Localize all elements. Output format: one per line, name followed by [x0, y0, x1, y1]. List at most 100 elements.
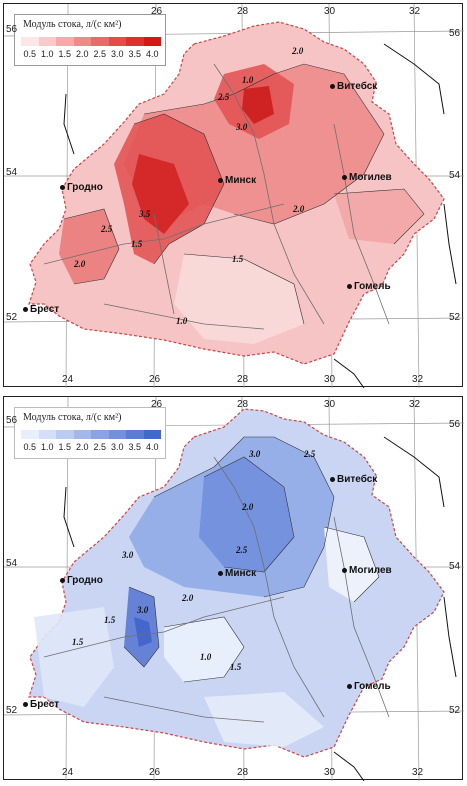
- legend-swatch: [38, 430, 56, 439]
- lat-label-right: 52: [449, 705, 461, 716]
- lon-label-top: 32: [409, 6, 421, 17]
- isoline-label: 1.5: [104, 615, 116, 625]
- isoline-label: 2.0: [242, 502, 254, 512]
- legend-colorbar: [21, 37, 161, 46]
- legend-swatch: [108, 430, 126, 439]
- lat-label-left: 52: [6, 312, 18, 323]
- runoff-zones: [34, 437, 379, 747]
- lat-label-right: 52: [449, 312, 461, 323]
- legend-title: Модуль стока, л/(с км²): [23, 412, 122, 423]
- lat-label-left: 54: [6, 558, 18, 569]
- lon-label-bottom: 24: [62, 374, 74, 385]
- legend-tick: 1.0: [40, 442, 54, 452]
- isolines: [123, 436, 380, 683]
- legend-swatch: [56, 37, 74, 46]
- runoff-map-red: [4, 4, 464, 388]
- legend-swatch: [108, 37, 126, 46]
- legend-swatch: [38, 37, 56, 46]
- lon-label-bottom: 26: [149, 767, 161, 778]
- lat-label-right: 54: [449, 170, 461, 181]
- legend-swatch: [91, 37, 109, 46]
- legend-tick: 0.5: [23, 442, 36, 452]
- legend-tick: 0.5: [23, 49, 36, 59]
- outer-boundaries: [63, 43, 457, 388]
- isoline-label: 2.0: [182, 593, 194, 603]
- outer-boundaries: [63, 436, 457, 781]
- city-gomel: Гомель: [347, 681, 391, 692]
- rivers: [43, 456, 390, 723]
- isoline-label: 2.0: [293, 204, 305, 214]
- lat-label-right: 56: [449, 419, 461, 430]
- legend-tick: 1.5: [58, 442, 71, 452]
- lon-label-bottom: 30: [324, 767, 336, 778]
- isoline-label: 3.0: [122, 550, 134, 560]
- lon-label-top: 30: [324, 6, 336, 17]
- legend-title: Модуль стока, л/(с км²): [23, 19, 122, 30]
- legend-swatch: [56, 430, 74, 439]
- isoline-label: 2.5: [236, 545, 248, 555]
- isoline-label: 1.5: [232, 254, 244, 264]
- rivers: [43, 63, 390, 330]
- legend-colorbar: [21, 430, 161, 439]
- lat-label-right: 56: [449, 28, 461, 39]
- legend-tick: 3.5: [128, 49, 141, 59]
- lon-label-bottom: 30: [324, 374, 336, 385]
- legend-swatch: [143, 37, 161, 46]
- isoline-label: 3.0: [249, 449, 261, 459]
- lon-label-top: 26: [151, 399, 163, 410]
- legend: Модуль стока, л/(с км²) 0.5 1.0 1.5 2.0 …: [14, 14, 166, 66]
- legend-tick: 3.5: [128, 442, 141, 452]
- legend-tick: 2.0: [75, 442, 89, 452]
- isoline-label: 1.5: [131, 239, 143, 249]
- city-brest: Брест: [23, 699, 59, 710]
- lat-label-left: 56: [6, 24, 18, 35]
- legend-tick: 2.5: [93, 442, 106, 452]
- city-grodno: Гродно: [60, 182, 103, 193]
- isoline-label: 3.0: [137, 605, 149, 615]
- isoline-label: 2.0: [74, 259, 86, 269]
- city-vitebsk: Витебск: [330, 81, 377, 92]
- legend-tick: 2.0: [75, 49, 89, 59]
- isoline-label: 1.5: [72, 637, 84, 647]
- isoline-label: 1.0: [242, 75, 254, 85]
- isoline-label: 1.5: [230, 662, 242, 672]
- city-gomel: Гомель: [347, 281, 391, 292]
- lon-label-top: 30: [324, 399, 336, 410]
- lon-label-top: 28: [237, 6, 249, 17]
- legend-tick: 3.0: [110, 442, 124, 452]
- legend-swatch: [73, 37, 91, 46]
- city-vitebsk: Витебск: [330, 474, 377, 485]
- legend-swatch: [91, 430, 109, 439]
- lat-label-left: 56: [6, 415, 18, 426]
- lon-label-bottom: 28: [237, 374, 249, 385]
- isoline-label: 3.0: [236, 122, 248, 132]
- runoff-map-blue: [4, 397, 464, 781]
- legend-swatch: [126, 430, 144, 439]
- lon-label-top: 26: [151, 6, 163, 17]
- city-mogilev: Могилев: [342, 172, 392, 183]
- isoline-label: 1.0: [200, 652, 212, 662]
- legend-ticks: 0.5 1.0 1.5 2.0 2.5 3.0 3.5 4.0: [21, 442, 161, 452]
- legend-tick: 3.0: [110, 49, 124, 59]
- isoline-label: 2.0: [292, 46, 304, 56]
- map-panel-bottom: Модуль стока, л/(с км²) 0.5 1.0 1.5 2.0 …: [3, 396, 464, 781]
- legend-ticks: 0.5 1.0 1.5 2.0 2.5 3.0 3.5 4.0: [21, 49, 161, 59]
- legend-tick: 4.0: [145, 49, 159, 59]
- city-mogilev: Могилев: [342, 565, 392, 576]
- lon-label-bottom: 28: [237, 767, 249, 778]
- city-minsk: Минск: [218, 175, 256, 186]
- isoline-label: 1.0: [176, 316, 188, 326]
- lon-label-top: 32: [409, 399, 421, 410]
- lat-label-left: 52: [6, 705, 18, 716]
- map-panel-top: Модуль стока, л/(с км²) 0.5 1.0 1.5 2.0 …: [3, 3, 464, 388]
- city-minsk: Минск: [218, 568, 256, 579]
- isoline-label: 3.5: [139, 209, 151, 219]
- legend-swatch: [73, 430, 91, 439]
- lon-label-top: 28: [237, 399, 249, 410]
- isoline-label: 2.5: [304, 449, 316, 459]
- isoline-label: 2.5: [101, 224, 113, 234]
- lat-label-left: 54: [6, 167, 18, 178]
- legend-swatch: [21, 37, 39, 46]
- lon-label-bottom: 32: [412, 767, 424, 778]
- legend-tick: 1.5: [58, 49, 71, 59]
